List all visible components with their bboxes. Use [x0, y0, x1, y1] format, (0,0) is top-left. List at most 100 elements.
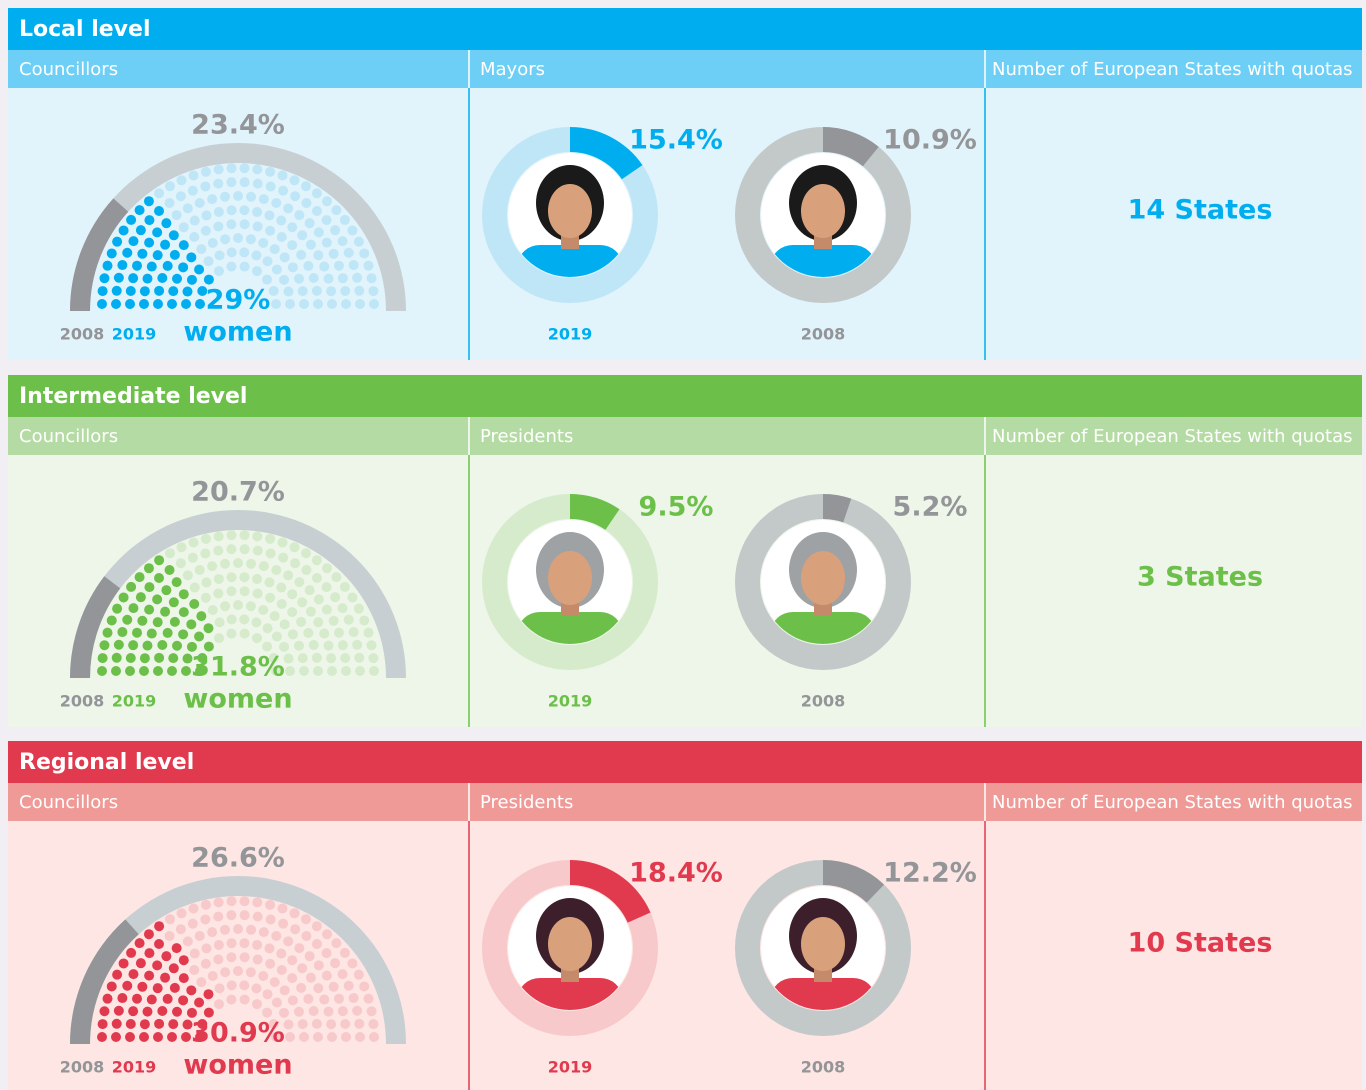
seat	[279, 985, 290, 996]
seat	[154, 206, 165, 217]
seat	[189, 232, 200, 243]
section-title: Intermediate level	[19, 384, 247, 409]
seat	[128, 236, 139, 247]
seat	[341, 1032, 351, 1042]
seat	[126, 214, 137, 225]
seat	[323, 1006, 334, 1017]
seat	[301, 565, 312, 576]
seat	[207, 971, 218, 982]
seat	[246, 558, 257, 569]
seat	[333, 260, 344, 271]
seat	[178, 222, 189, 233]
seat	[258, 605, 269, 616]
seat	[172, 1006, 183, 1017]
head-value: 18.4%	[629, 858, 723, 889]
seat	[322, 196, 333, 207]
seat	[186, 619, 197, 630]
seat	[178, 607, 189, 618]
seat	[126, 581, 137, 592]
seat	[142, 1006, 153, 1017]
seat	[113, 1005, 124, 1016]
seat	[213, 573, 224, 584]
column-label: Councillors	[19, 792, 118, 813]
seat	[188, 903, 199, 914]
seat	[285, 666, 295, 676]
seat	[220, 601, 231, 612]
seat	[99, 273, 110, 284]
seat	[196, 244, 207, 255]
seat	[299, 299, 309, 309]
seat	[268, 653, 279, 664]
seat	[352, 639, 363, 650]
face	[801, 551, 845, 605]
seat	[168, 1019, 179, 1030]
seat	[207, 561, 218, 572]
seat	[341, 299, 351, 309]
seat	[154, 1018, 165, 1029]
seat	[348, 627, 359, 638]
seat	[111, 666, 121, 676]
seat	[135, 225, 146, 236]
seat	[308, 1006, 319, 1017]
seat	[293, 273, 304, 284]
seat	[313, 617, 324, 628]
donut-value	[570, 860, 651, 923]
seat	[311, 939, 322, 950]
seat	[154, 285, 165, 296]
arc-track	[70, 143, 406, 311]
seat	[194, 198, 205, 209]
seat	[278, 918, 289, 929]
seat	[354, 285, 365, 296]
seat	[285, 299, 295, 309]
seat	[313, 983, 324, 994]
seat	[252, 164, 263, 175]
seat	[271, 299, 281, 309]
seat	[207, 605, 218, 616]
quota-value: 14 States	[1128, 195, 1273, 226]
seat	[287, 973, 298, 984]
sub-header	[8, 50, 1362, 88]
arc-track	[70, 510, 406, 678]
value-2019: 31.8%	[191, 652, 285, 683]
seat	[337, 273, 348, 284]
seat	[171, 943, 182, 954]
seat	[178, 955, 189, 966]
seat	[265, 181, 276, 192]
seat	[262, 274, 273, 285]
seat	[265, 899, 276, 910]
seat	[200, 914, 211, 925]
seat	[135, 958, 146, 969]
seat	[331, 572, 342, 583]
seat	[276, 582, 287, 593]
seat	[99, 640, 110, 651]
seat	[122, 980, 133, 991]
seat	[258, 194, 269, 205]
seat	[297, 597, 308, 608]
seat	[337, 640, 348, 651]
seat	[279, 619, 290, 630]
seat	[328, 248, 339, 259]
seat	[167, 666, 177, 676]
seat	[97, 1032, 107, 1042]
seat	[200, 592, 211, 603]
seat	[106, 248, 117, 259]
seat	[233, 966, 243, 976]
seat	[152, 960, 163, 971]
seat	[353, 603, 364, 614]
seat	[323, 640, 334, 651]
seat	[226, 177, 237, 188]
seat	[239, 247, 250, 258]
seat	[178, 240, 189, 251]
seat	[258, 561, 269, 572]
seat	[278, 185, 289, 196]
seat	[106, 981, 117, 992]
seat	[187, 918, 198, 929]
seat	[239, 177, 250, 188]
seat	[279, 274, 290, 285]
seat	[283, 1019, 294, 1030]
seat	[132, 260, 143, 271]
arc-2008	[70, 919, 139, 1044]
seat	[305, 606, 316, 617]
seat	[165, 181, 175, 192]
year-label: 2019	[548, 325, 593, 344]
